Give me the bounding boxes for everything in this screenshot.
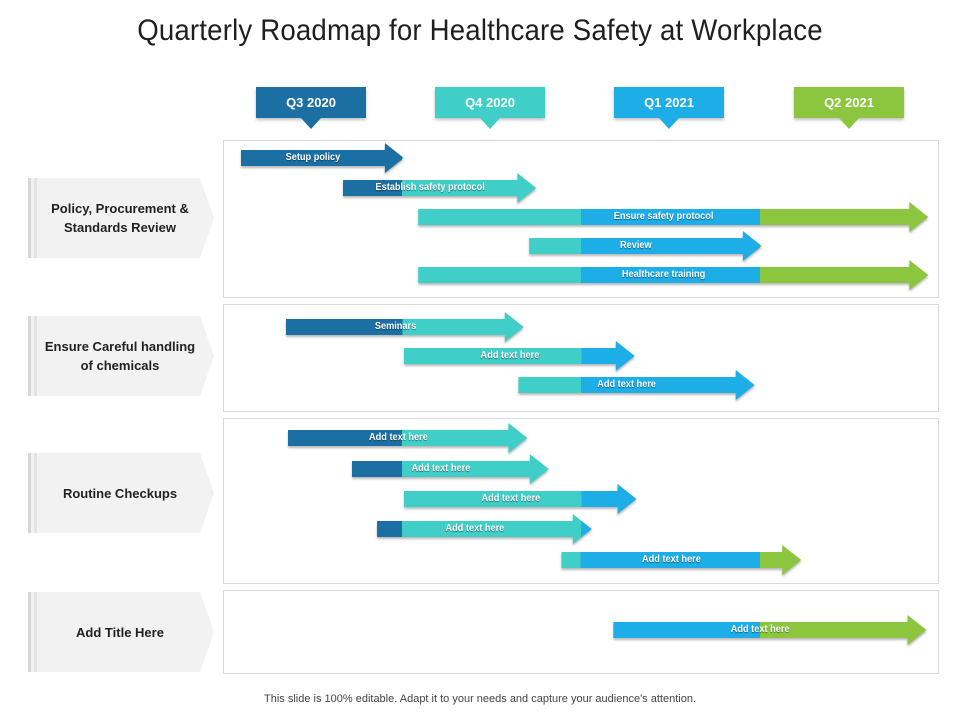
task-bar: Add text here [352,454,549,484]
category-label: Ensure Careful handling of chemicals [28,316,214,396]
task-bar: Establish safety protocol [343,173,536,203]
task-label: Review [620,240,652,251]
task-bar: Setup policy [241,143,404,173]
task-bar: Healthcare training [418,260,928,290]
task-label: Seminars [374,321,416,332]
quarter-q1-2021: Q1 2021 [614,87,724,129]
task-label: Add text here [480,350,540,361]
task-bar: Seminars [286,312,524,342]
category-edge [34,316,37,396]
quarter-q2-2021: Q2 2021 [794,87,904,129]
category-title: Policy, Procurement & Standards Review [51,201,189,235]
category-label: Policy, Procurement & Standards Review [28,178,214,258]
task-bar: Review [529,231,762,261]
task-bar: Add text here [561,545,801,575]
category-edge [34,178,37,258]
category-edge [28,316,31,396]
category-label: Add Title Here [28,592,214,672]
category-edge [28,592,31,672]
task-label: Add text here [411,463,471,474]
task-label: Setup policy [285,152,341,163]
task-label: Establish safety protocol [375,182,485,193]
task-label: Add text here [445,523,505,534]
quarter-q4-2020: Q4 2020 [435,87,545,129]
task-bar: Add text here [404,341,635,371]
task-label: Add text here [481,493,541,504]
task-bar: Add text here [377,514,592,544]
task-bar: Add text here [613,615,926,645]
task-label: Add text here [731,624,790,635]
category-edge [28,453,31,533]
category-arrow-shape [28,592,214,672]
category-edge [28,178,31,258]
task-label: Add text here [642,554,702,565]
task-label: Add text here [597,379,657,390]
task-bar: Add text here [288,423,528,453]
task-bar: Ensure safety protocol [418,202,928,232]
task-label: Healthcare training [622,269,706,280]
category-title: Add Title Here [76,624,164,640]
category-edge [34,453,37,533]
footer-note: This slide is 100% editable. Adapt it to… [264,693,696,705]
task-label: Add text here [368,432,428,443]
task-label: Ensure safety protocol [613,211,714,222]
category-label: Routine Checkups [28,453,214,533]
category-arrow-shape [28,316,214,396]
task-bar: Add text here [518,370,754,400]
task-bar: Add text here [404,484,637,514]
category-arrow-shape [28,178,214,258]
category-title: Routine Checkups [62,485,178,501]
category-title: Ensure Careful handling of chemicals [44,339,196,373]
page-title: Quarterly Roadmap for Healthcare Safety … [137,14,823,47]
category-edge [34,592,37,672]
quarter-q3-2020: Q3 2020 [256,87,366,129]
category-arrow-shape [28,453,214,533]
